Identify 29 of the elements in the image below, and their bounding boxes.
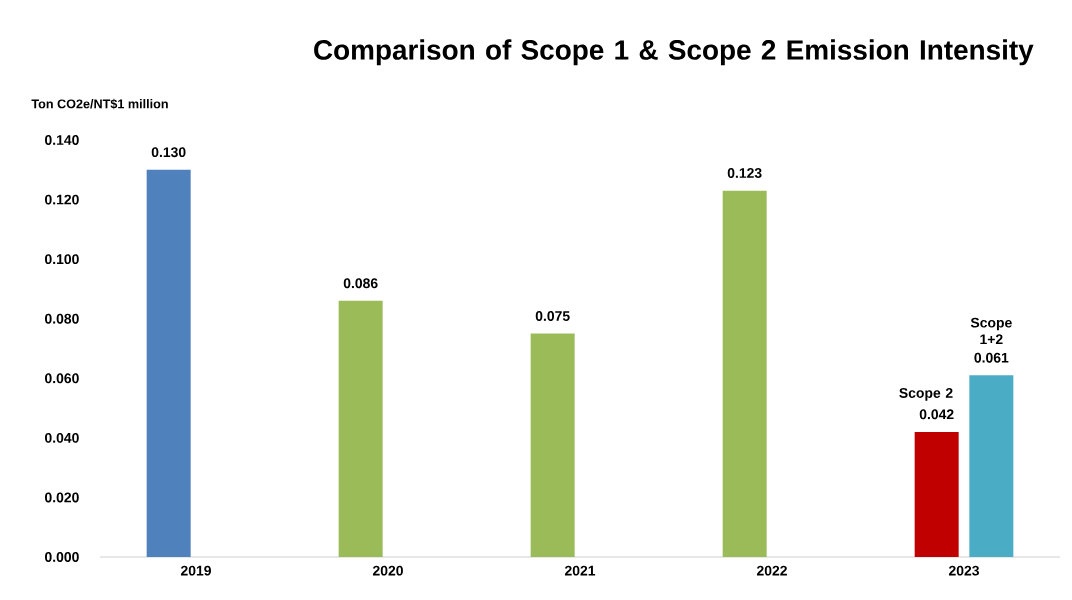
y-tick-label: 0.060 [45,373,79,384]
y-tick-label: 0.020 [45,492,79,503]
bar [530,333,575,557]
annotation: Scope 2 [899,388,953,401]
x-tick-label: 2022 [756,565,787,576]
bar [338,300,383,557]
data-label: 0.086 [343,278,378,289]
x-tick-label: 2023 [948,565,980,576]
bar [969,375,1014,557]
data-label: 0.130 [151,147,186,158]
data-label: 0.042 [919,409,954,420]
y-tick-label: 0.080 [45,313,79,324]
y-tick-label: 0.120 [45,194,79,205]
y-axis-title: Ton CO2e/NT$1 million [31,98,168,110]
x-tick-label: 2020 [372,565,403,576]
bar [146,169,191,557]
annotation: Scope 1+2 [970,317,1012,345]
x-tick-label: 2019 [180,565,211,576]
data-label: 0.123 [727,168,762,178]
y-tick-label: 0.100 [45,254,79,265]
x-tick-label: 2021 [564,565,596,576]
y-tick-label: 0.040 [45,432,79,443]
bar [914,431,959,557]
chart-title: Comparison of Scope 1 & Scope 2 Emission Intensity [314,39,1034,66]
bar [722,190,767,557]
data-label: 0.061 [974,352,1009,363]
y-tick-label: 0.140 [45,135,79,145]
y-tick-label: 0.000 [45,552,79,562]
data-label: 0.075 [535,311,570,321]
